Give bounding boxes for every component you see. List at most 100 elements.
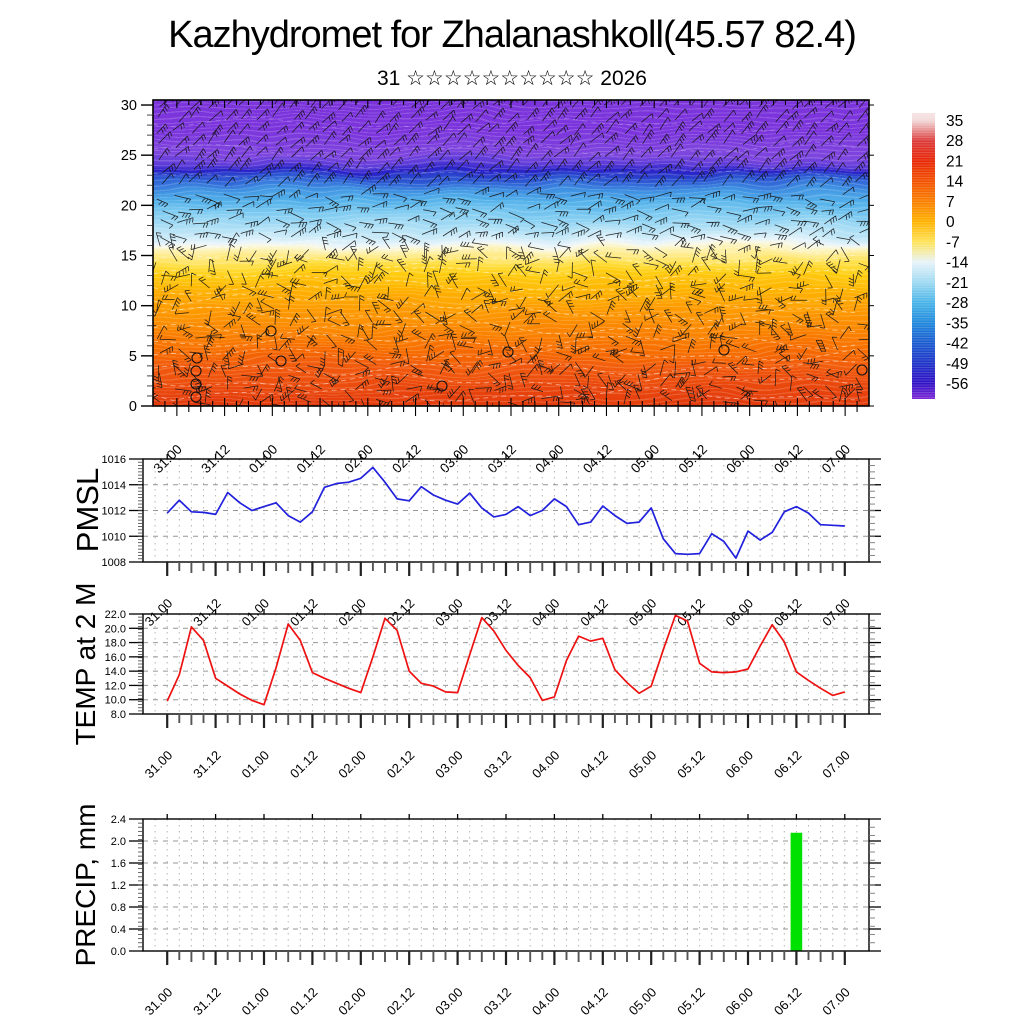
temp-panel-xtick-label: 02.00: [335, 748, 369, 782]
colorbar-tick-label: -49: [946, 356, 968, 373]
calm-wind-icon: [436, 380, 448, 392]
precip-panel-xtick-label: 07.00: [819, 985, 853, 1019]
precip-panel-ytick-label: 2.0: [111, 836, 126, 848]
main-ytick-label: 20: [121, 198, 137, 214]
precip-panel-xtick-label: 06.12: [771, 985, 805, 1019]
temp-axis-title: TEMP at 2 M: [70, 582, 101, 746]
pmsl-panel: 1016 1014 1012 1010 1008 31.00 31.12 01.00 01.12…: [102, 454, 881, 629]
temp-panel-xtick-label: 05.12: [674, 748, 708, 782]
precip-panel-xtick-label: 06.00: [723, 985, 757, 1019]
temp-panel-ytick-label: 16.0: [105, 652, 126, 664]
pmsl-panel-xtick-label: 31.00: [142, 596, 176, 630]
precip-panel-xtick-label: 04.12: [577, 985, 611, 1019]
temp-panel-xtick-label: 06.00: [723, 748, 757, 782]
precip-panel-xtick-label: 04.00: [529, 985, 563, 1019]
precip-panel-xtick-label: 01.00: [239, 985, 273, 1019]
temp-panel-ytick-label: 22.0: [105, 609, 126, 621]
precip-panel-xtick-label: 02.12: [384, 985, 418, 1019]
colorbar-tick-label: 0: [946, 214, 955, 231]
colorbar-tick-label: 21: [946, 153, 963, 170]
colorbar-tick-label: -21: [946, 275, 968, 292]
precip-panel-xtick-label: 05.12: [674, 985, 708, 1019]
pmsl-panel-xtick-label: 02.00: [335, 596, 369, 630]
pmsl-panel-ytick-label: 1012: [102, 506, 126, 518]
pmsl-panel-ytick-label: 1008: [102, 557, 126, 569]
calm-wind-icon: [190, 391, 202, 403]
temp-panel-xtick-label: 31.00: [142, 748, 176, 782]
pmsl-panel-ytick-label: 1016: [102, 454, 126, 466]
calm-wind-icon: [856, 364, 868, 376]
temp-panel-ytick-label: 10.0: [105, 695, 126, 707]
calm-wind-icon: [190, 365, 202, 377]
calm-wind-icon: [275, 355, 287, 367]
precip-panel-ytick-label: 1.6: [111, 858, 126, 870]
precip-panel-ytick-label: 0.8: [111, 902, 126, 914]
pmsl-panel-xtick-label: 04.12: [577, 596, 611, 630]
colorbar-tick-label: 28: [946, 133, 963, 150]
colorbar-tick-label: -35: [946, 315, 968, 332]
precip-axis-title: PRECIP, mm: [70, 803, 101, 967]
wind-barbs: [153, 100, 869, 406]
precip-panel-xtick-label: 02.00: [335, 985, 369, 1019]
main-ytick-label: 30: [121, 98, 137, 114]
temp-panel-xtick-label: 02.12: [384, 748, 418, 782]
precip-panel-xtick-label: 01.12: [287, 985, 321, 1019]
calm-wind-icon: [718, 344, 730, 356]
colorbar-tick-label: -14: [946, 255, 969, 272]
precip-panel-ytick-label: 0.0: [111, 946, 126, 958]
pmsl-panel-xtick-label: 01.00: [239, 596, 273, 630]
precip-panel-bar: [790, 832, 803, 951]
pmsl-panel-xtick-label: 02.12: [384, 596, 418, 630]
pmsl-panel-xtick-label: 06.12: [771, 596, 805, 630]
temp-panel: 22.0 20.0 18.0 16.0 14.0 12.0 10.0 8.0 31.00 31.1…: [105, 609, 881, 781]
precip-panel-ytick-label: 0.4: [111, 924, 126, 936]
temp-panel-xtick-label: 03.00: [432, 748, 466, 782]
precip-panel-ytick-label: 1.2: [111, 880, 126, 892]
pmsl-panel-xtick-label: 05.00: [626, 596, 660, 630]
colorbar-tick-label: -28: [946, 295, 968, 312]
temp-panel-xtick-label: 07.00: [819, 748, 853, 782]
temp-panel-xtick-label: 04.00: [529, 748, 563, 782]
precip-panel-xtick-label: 03.12: [481, 985, 515, 1019]
colorbar-tick-label: -7: [946, 234, 960, 251]
colorbar-tick-label: -56: [946, 376, 968, 393]
main-ytick-label: 15: [121, 249, 137, 265]
pmsl-panel-xtick-label: 31.12: [190, 596, 224, 630]
pmsl-panel-xtick-label: 04.00: [529, 596, 563, 630]
main-ytick-label: 10: [121, 299, 137, 315]
temp-panel-ytick-label: 12.0: [105, 680, 126, 692]
pmsl-panel-ytick-label: 1014: [102, 480, 126, 492]
temp-panel-xtick-label: 05.00: [626, 748, 660, 782]
pmsl-axis-title: PMSL: [70, 467, 105, 553]
pmsl-panel-xtick-label: 06.00: [723, 596, 757, 630]
colorbar-tick-label: 7: [946, 194, 955, 211]
precip-panel: 2.4 2.0 1.6 1.2 0.8 0.4 0.0 31.00 31.12 01.00 01.1…: [111, 814, 881, 1018]
pmsl-panel-xtick-label: 07.00: [819, 596, 853, 630]
precip-panel-xtick-label: 31.12: [190, 985, 224, 1019]
precip-panel-xtick-label: 03.00: [432, 985, 466, 1019]
pmsl-panel-ytick-label: 1010: [102, 531, 126, 543]
calm-wind-icon: [502, 346, 514, 358]
temp-panel-xtick-label: 01.00: [239, 748, 273, 782]
pmsl-panel-xtick-label: 05.12: [674, 596, 708, 630]
temp-panel-ytick-label: 8.0: [111, 709, 126, 721]
precip-panel-xtick-label: 31.00: [142, 985, 176, 1019]
colorbar-tick-label: -42: [946, 336, 968, 353]
precip-panel-xtick-label: 05.00: [626, 985, 660, 1019]
temp-panel-ytick-label: 14.0: [105, 666, 126, 678]
temp-panel-line: [166, 614, 846, 706]
temp-panel-xtick-label: 03.12: [481, 748, 515, 782]
date-subtitle: 31 ☆☆☆☆☆☆☆☆☆☆ 2026: [376, 67, 647, 90]
temp-panel-ytick-label: 20.0: [105, 623, 126, 635]
pmsl-panel-line: [166, 466, 845, 559]
calm-wind-icon: [265, 325, 277, 337]
colorbar: 35 28 21 14 7 0 -7 -14 -21 -28 -35 -42 -49 -56: [912, 113, 969, 399]
temp-panel-xtick-label: 01.12: [287, 748, 321, 782]
temp-panel-xtick-label: 31.12: [190, 748, 224, 782]
main-ytick-label: 25: [121, 148, 137, 164]
temp-panel-xtick-label: 06.12: [771, 748, 805, 782]
pmsl-panel-xtick-label: 03.12: [481, 596, 515, 630]
main-ytick-label: 0: [129, 399, 137, 415]
calm-wind-icon: [191, 352, 203, 364]
